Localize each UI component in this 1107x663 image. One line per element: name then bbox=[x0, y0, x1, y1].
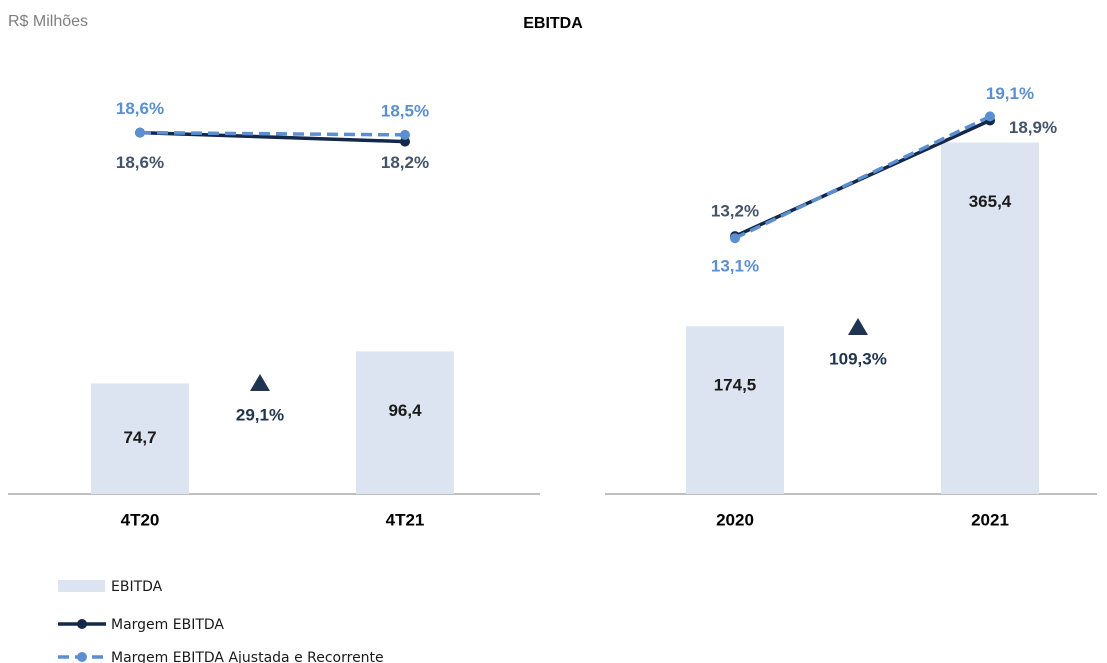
line-label: 18,9% bbox=[1009, 118, 1057, 137]
bar bbox=[941, 142, 1039, 494]
x-tick-label: 4T20 bbox=[121, 510, 160, 529]
line-label: 18,5% bbox=[381, 101, 429, 120]
line-label: 13,2% bbox=[711, 202, 759, 221]
legend-label: Margem EBITDA bbox=[111, 617, 224, 633]
legend-label: EBITDA bbox=[111, 579, 163, 595]
bar-label: 96,4 bbox=[388, 401, 422, 420]
legend-marker bbox=[77, 619, 87, 629]
line-label: 18,2% bbox=[381, 153, 429, 172]
legend-swatch bbox=[58, 580, 105, 592]
growth-label: 29,1% bbox=[236, 405, 284, 424]
line-marker bbox=[985, 111, 995, 122]
bar bbox=[356, 351, 454, 494]
line bbox=[139, 130, 406, 137]
line-label: 18,6% bbox=[116, 99, 164, 118]
growth-arrow bbox=[250, 374, 270, 391]
line-marker bbox=[730, 233, 740, 244]
bar-label: 365,4 bbox=[969, 192, 1012, 211]
x-tick-label: 2021 bbox=[971, 510, 1009, 529]
x-tick-label: 4T21 bbox=[386, 510, 425, 529]
bar-label: 74,7 bbox=[123, 428, 156, 447]
growth-label: 109,3% bbox=[829, 349, 887, 368]
line-label: 19,1% bbox=[986, 84, 1034, 103]
legend-label: Margem EBITDA Ajustada e Recorrente bbox=[111, 650, 384, 663]
growth-arrow bbox=[848, 318, 868, 335]
unit-label: R$ Milhões bbox=[8, 13, 88, 30]
line-label: 18,6% bbox=[116, 153, 164, 172]
line-marker bbox=[400, 129, 410, 140]
x-tick-label: 2020 bbox=[716, 510, 754, 529]
line-marker bbox=[135, 127, 145, 138]
chart-title: EBITDA bbox=[523, 15, 583, 32]
bar-label: 174,5 bbox=[714, 376, 757, 395]
bar bbox=[91, 383, 189, 494]
line bbox=[734, 114, 991, 240]
bar bbox=[686, 326, 784, 494]
legend-marker bbox=[77, 652, 87, 662]
line-label: 13,1% bbox=[711, 257, 759, 276]
